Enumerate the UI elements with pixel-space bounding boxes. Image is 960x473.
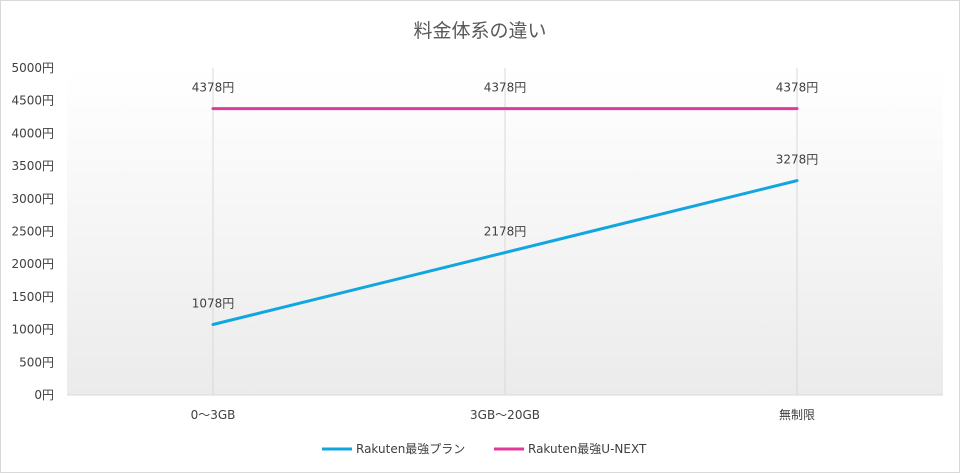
y-axis: 0円 500円 1000円 1500円 2000円 2500円 3000円 3500円 4000… [11, 61, 54, 402]
gridlines [67, 68, 943, 396]
data-label: 4378円 [776, 81, 819, 95]
data-label: 2178円 [484, 225, 527, 239]
y-tick-label: 500円 [19, 355, 54, 369]
y-tick-label: 2500円 [11, 225, 54, 239]
y-tick-label: 1000円 [11, 323, 54, 337]
x-axis: 0～3GB 3GB～20GB 無制限 [191, 407, 815, 422]
y-tick-label: 4500円 [11, 94, 54, 108]
data-label: 4378円 [192, 81, 235, 95]
x-tick-label: 3GB～20GB [470, 408, 540, 422]
chart-title: 料金体系の違い [413, 20, 546, 42]
data-label: 3278円 [776, 153, 819, 167]
y-tick-label: 2000円 [11, 257, 54, 271]
y-tick-label: 4000円 [11, 126, 54, 140]
x-tick-label: 0～3GB [191, 408, 236, 422]
legend: Rakuten最強プラン Rakuten最強U-NEXT [322, 442, 647, 456]
data-label: 1078円 [192, 296, 235, 310]
legend-label-0: Rakuten最強プラン [356, 442, 465, 456]
y-tick-label: 5000円 [11, 61, 54, 75]
y-tick-label: 3000円 [11, 192, 54, 206]
series-lines [211, 107, 799, 326]
y-tick-label: 3500円 [11, 159, 54, 173]
legend-label-1: Rakuten最強U-NEXT [528, 442, 647, 456]
data-label: 4378円 [484, 81, 527, 95]
x-tick-label: 無制限 [779, 407, 815, 422]
y-tick-label: 1500円 [11, 290, 54, 304]
series-line-0 [211, 179, 799, 326]
data-labels: 1078円 2178円 3278円 4378円 4378円 4378円 [192, 81, 819, 311]
y-tick-label: 0円 [34, 388, 54, 402]
